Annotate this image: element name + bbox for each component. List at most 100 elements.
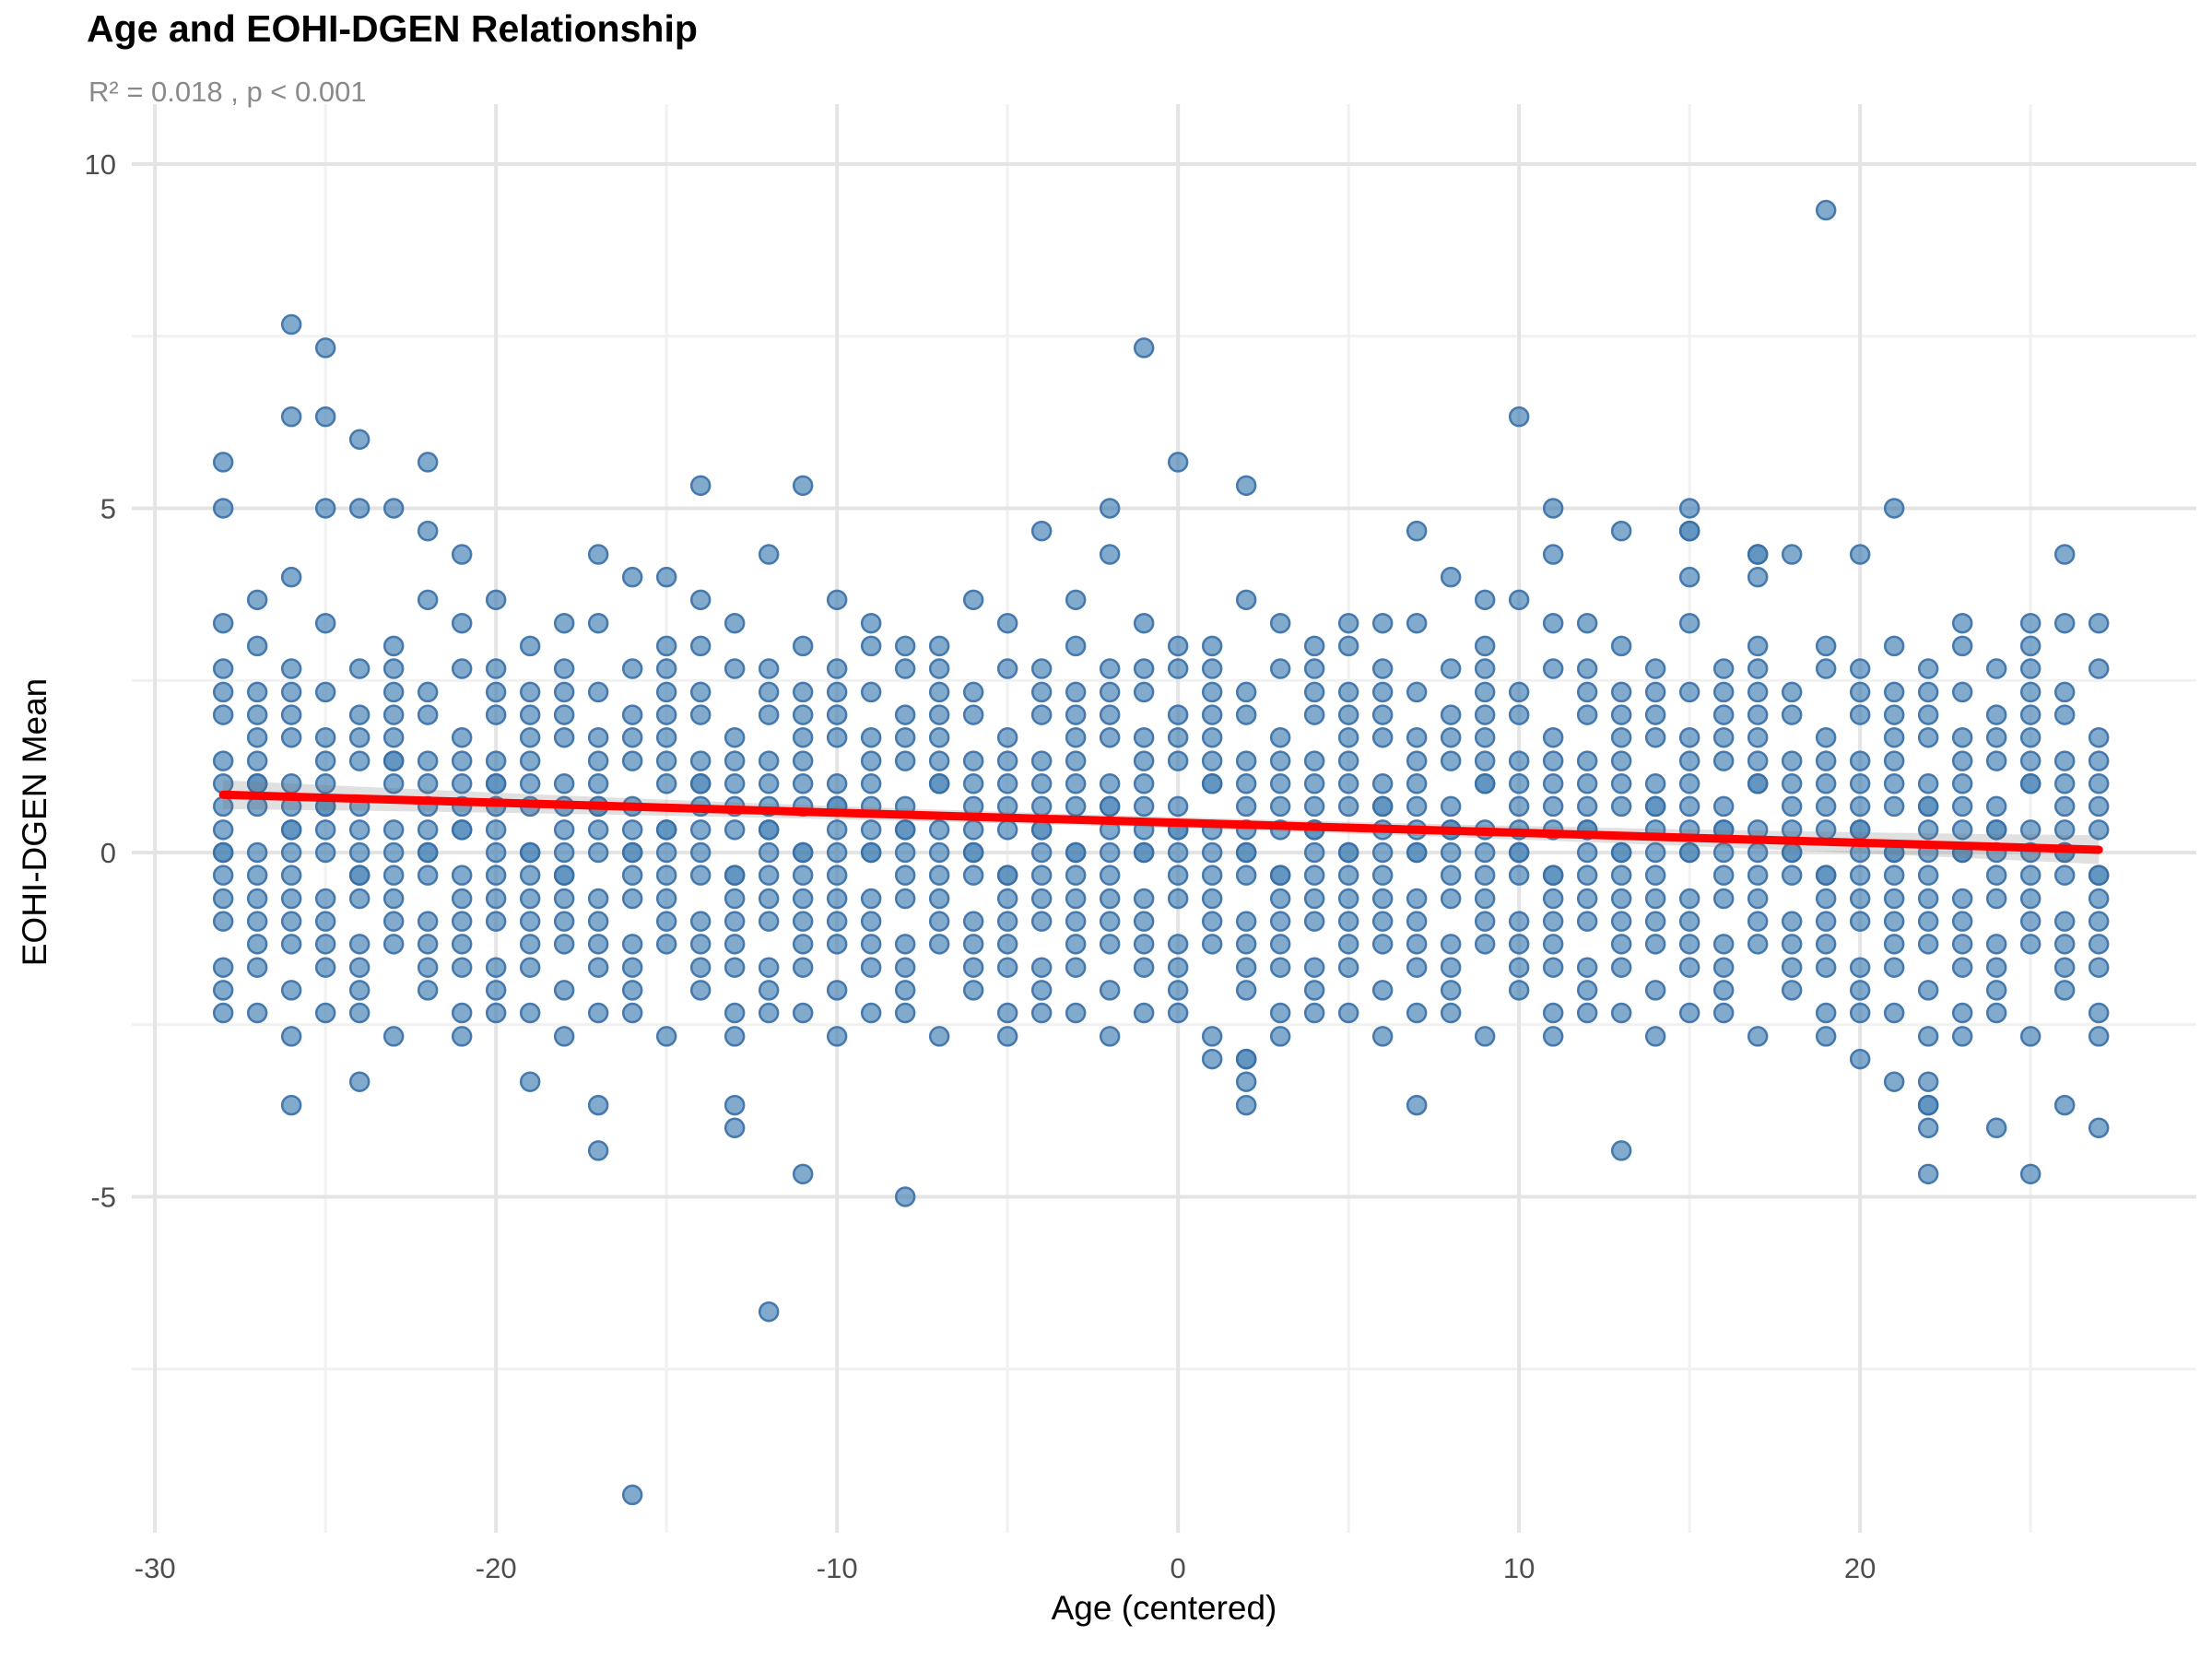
data-point [792, 704, 814, 725]
data-point [1269, 1026, 1291, 1047]
data-point [1576, 704, 1598, 725]
data-point [655, 1026, 677, 1047]
data-point [382, 658, 405, 679]
data-point [724, 726, 746, 748]
data-point [314, 911, 336, 932]
data-point [1133, 681, 1155, 703]
data-point [1747, 888, 1769, 910]
data-point [1815, 911, 1837, 932]
data-point [417, 957, 439, 978]
data-point [212, 750, 234, 771]
regression-line [218, 790, 2103, 854]
data-point [1440, 865, 1462, 886]
data-point [1406, 773, 1428, 794]
data-point [1610, 704, 1632, 725]
data-point [1099, 888, 1121, 910]
data-point [2088, 957, 2110, 978]
data-point [792, 911, 814, 932]
data-point [485, 681, 507, 703]
data-point [382, 1026, 405, 1047]
data-point [212, 957, 234, 978]
x-axis-title: Age (centered) [1051, 1589, 1277, 1627]
data-point [2088, 819, 2110, 841]
data-point-overlap [792, 841, 814, 864]
data-point [1951, 750, 1973, 771]
data-point [1474, 888, 1496, 910]
data-point [1167, 980, 1189, 1001]
data-point [689, 957, 712, 978]
data-point [1883, 865, 1905, 886]
data-point [314, 934, 336, 955]
data-point [1337, 888, 1359, 910]
data-point [1099, 911, 1121, 932]
data-point [246, 934, 268, 955]
data-point-overlap [1747, 773, 1769, 794]
data-point [724, 773, 746, 794]
data-point [621, 865, 643, 886]
data-point [1883, 911, 1905, 932]
data-point [1678, 773, 1700, 794]
data-point [1235, 865, 1257, 886]
data-point [314, 957, 336, 978]
data-point [348, 658, 371, 679]
data-point [1065, 750, 1087, 771]
data-point [1235, 1094, 1257, 1116]
data-point [1576, 795, 1598, 818]
data-point [1644, 841, 1666, 864]
data-point [928, 658, 950, 679]
data-point [1815, 635, 1837, 657]
data-point [1201, 726, 1223, 748]
data-point [894, 658, 916, 679]
data-point [758, 658, 780, 679]
data-point [314, 819, 336, 841]
data-point [1610, 865, 1632, 886]
data-point [655, 566, 677, 588]
data-point [1133, 934, 1155, 955]
data-point [826, 911, 848, 932]
data-point [1474, 841, 1496, 864]
data-point [1065, 1002, 1087, 1024]
data-point [1917, 934, 1939, 955]
data-point [1985, 980, 2007, 1001]
data-point [758, 888, 780, 910]
data-point [1951, 612, 1973, 634]
data-point [1440, 957, 1462, 978]
data-point [1269, 726, 1291, 748]
data-point [1337, 911, 1359, 932]
data-point [348, 726, 371, 748]
data-point [1440, 795, 1462, 818]
data-point [1917, 888, 1939, 910]
data-point [1951, 819, 1973, 841]
data-point [962, 911, 984, 932]
data-point [1303, 704, 1325, 725]
data-point [1406, 520, 1428, 542]
data-point [621, 934, 643, 955]
data-point [1610, 888, 1632, 910]
data-point [280, 406, 302, 428]
data-point [519, 1071, 541, 1092]
data-point [2053, 544, 2076, 565]
data-point [1303, 773, 1325, 794]
data-point [1610, 1002, 1632, 1024]
data-point [1235, 475, 1257, 497]
data-point [894, 888, 916, 910]
data-point-overlap [621, 841, 643, 864]
data-point-overlap [212, 841, 234, 864]
data-point [1269, 888, 1291, 910]
data-point [1201, 934, 1223, 955]
data-point [382, 841, 405, 864]
data-point [1030, 704, 1053, 725]
data-point [1815, 750, 1837, 771]
data-point [1644, 888, 1666, 910]
data-point [996, 750, 1018, 771]
data-point [621, 888, 643, 910]
data-point [1951, 911, 1973, 932]
data-point [212, 819, 234, 841]
data-point [2088, 726, 2110, 748]
data-point [1440, 841, 1462, 864]
data-point [621, 566, 643, 588]
data-point [1747, 681, 1769, 703]
data-point [1406, 681, 1428, 703]
data-point [1099, 934, 1121, 955]
data-point [1985, 1002, 2007, 1024]
